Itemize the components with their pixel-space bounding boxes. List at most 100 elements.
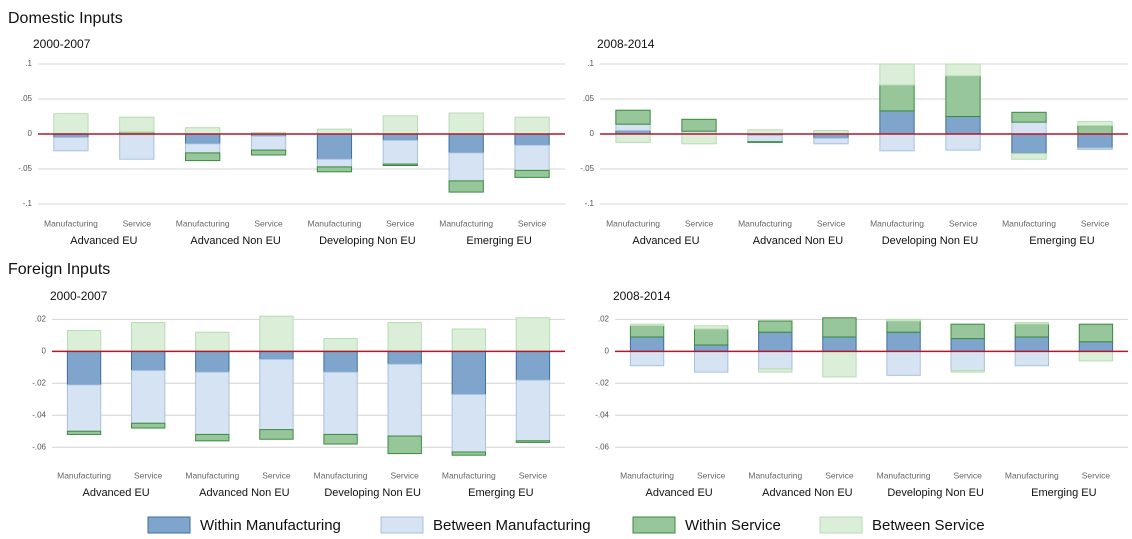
bar-segment	[629, 323, 665, 327]
bar-segment	[945, 75, 981, 117]
x-tick-label: Service	[386, 218, 415, 228]
bar-segment	[448, 133, 484, 154]
group-label: Emerging EU	[1029, 235, 1094, 247]
group-label: Advanced Non EU	[762, 487, 853, 499]
panel-title: 2008-2014	[613, 289, 671, 303]
group-label: Emerging EU	[466, 235, 531, 247]
bar-segment	[1077, 133, 1113, 149]
bar-segment	[316, 133, 353, 160]
x-tick-label: Service	[697, 470, 726, 480]
bar-segment	[66, 330, 102, 352]
bar-segment	[1078, 323, 1114, 343]
x-tick-label: Service	[817, 218, 846, 228]
y-tick-label: 0	[605, 346, 610, 355]
bar-segment	[813, 137, 849, 145]
panel-title: 2000-2007	[33, 37, 91, 51]
x-tick-label: Manufacturing	[877, 470, 931, 480]
y-tick-label: -.05	[580, 164, 594, 173]
bar-segment	[758, 368, 793, 373]
bar-segment	[514, 144, 550, 171]
bar-segment	[822, 350, 857, 378]
bar-segment	[629, 350, 665, 367]
bar-segment	[950, 338, 985, 352]
bar-segment	[1011, 111, 1047, 123]
y-tick-label: -.1	[585, 199, 595, 208]
group-label: Advanced EU	[82, 487, 149, 499]
x-tick-label: Manufacturing	[620, 470, 674, 480]
bar-segment	[323, 371, 358, 435]
bar-segment	[879, 63, 915, 86]
bar-segment	[259, 429, 294, 440]
legend-label: Between Service	[872, 517, 985, 534]
bar-segment	[259, 315, 294, 352]
x-tick-label: Manufacturing	[308, 218, 362, 228]
bar-segment	[747, 141, 783, 143]
y-tick-label: -.02	[595, 378, 609, 387]
bar-segment	[681, 133, 717, 145]
y-tick-label: -.05	[18, 164, 32, 173]
bar-segment	[195, 433, 230, 442]
y-tick-label: -.1	[23, 199, 33, 208]
bar-segment	[822, 336, 857, 352]
bar-segment	[119, 116, 155, 133]
legend-label: Within Service	[685, 517, 781, 534]
bar-segment	[694, 325, 729, 330]
bar-segment	[879, 110, 915, 135]
panel-title: 2000-2007	[50, 289, 108, 303]
bar-segment	[195, 331, 230, 352]
bar-segment	[886, 350, 921, 376]
bar-segment	[1014, 350, 1049, 367]
group-label: Developing Non EU	[887, 487, 984, 499]
bar-segment	[323, 433, 358, 445]
bar-segment	[950, 323, 985, 340]
bar-segment	[451, 350, 486, 395]
bar-segment	[448, 180, 484, 193]
y-tick-label: -.04	[32, 410, 46, 419]
x-tick-label: Manufacturing	[1005, 470, 1059, 480]
x-tick-label: Manufacturing	[870, 218, 924, 228]
legend-label: Between Manufacturing	[433, 517, 591, 534]
bar-segment	[822, 317, 857, 338]
bar-segment	[448, 112, 484, 135]
bar-segment	[515, 379, 551, 442]
section-title: Foreign Inputs	[8, 261, 110, 278]
x-tick-label: Service	[134, 470, 163, 480]
bar-segment	[879, 133, 915, 152]
x-tick-label: Service	[1082, 470, 1111, 480]
bar-segment	[185, 143, 221, 154]
bar-segment	[382, 163, 418, 167]
section-title: Domestic Inputs	[8, 10, 123, 27]
legend-swatch	[380, 516, 424, 534]
bar-segment	[681, 118, 717, 132]
x-tick-label: Service	[954, 470, 983, 480]
x-tick-label: Service	[1081, 218, 1110, 228]
x-tick-label: Service	[949, 218, 978, 228]
bar-segment	[515, 317, 551, 352]
bar-segment	[316, 166, 353, 173]
bar-segment	[1011, 133, 1047, 155]
group-label: Advanced EU	[632, 235, 699, 247]
bar-segment	[195, 350, 230, 373]
bar-segment	[886, 331, 921, 352]
bar-segment	[259, 358, 294, 431]
y-tick-label: .02	[35, 315, 47, 324]
bar-segment	[316, 158, 353, 168]
y-tick-label: -.06	[595, 442, 609, 451]
bar-segment	[131, 370, 166, 424]
group-label: Advanced EU	[645, 487, 712, 499]
bar-segment	[53, 137, 89, 152]
x-tick-label: Service	[391, 470, 420, 480]
bar-segment	[1014, 336, 1049, 352]
bar-segment	[758, 331, 793, 352]
bar-segment	[1014, 323, 1049, 338]
bar-segment	[1078, 350, 1114, 362]
bar-segment	[250, 149, 287, 156]
bar-segment	[945, 133, 981, 151]
bar-segment	[66, 350, 102, 386]
legend-swatch	[632, 516, 676, 534]
group-label: Advanced Non EU	[199, 487, 290, 499]
bar-segment	[382, 133, 418, 141]
x-tick-label: Manufacturing	[1002, 218, 1056, 228]
bar-segment	[514, 116, 550, 135]
